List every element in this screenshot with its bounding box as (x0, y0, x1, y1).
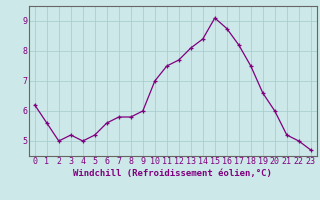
X-axis label: Windchill (Refroidissement éolien,°C): Windchill (Refroidissement éolien,°C) (73, 169, 272, 178)
